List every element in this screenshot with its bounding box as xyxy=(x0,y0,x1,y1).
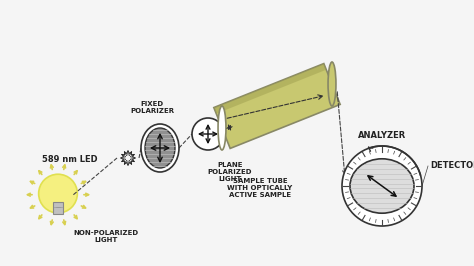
Text: DETECTOR: DETECTOR xyxy=(430,161,474,171)
Bar xyxy=(53,202,63,214)
Text: FIXED
POLARIZER: FIXED POLARIZER xyxy=(130,101,174,114)
Ellipse shape xyxy=(328,62,336,106)
Ellipse shape xyxy=(350,159,414,213)
Circle shape xyxy=(39,174,77,213)
Circle shape xyxy=(342,146,422,226)
Ellipse shape xyxy=(141,124,179,172)
Polygon shape xyxy=(214,64,326,114)
Text: ANALYZER: ANALYZER xyxy=(358,131,406,140)
Ellipse shape xyxy=(145,128,175,168)
Text: NON-POLARIZED
LIGHT: NON-POLARIZED LIGHT xyxy=(73,230,138,243)
Polygon shape xyxy=(214,64,340,148)
Text: SAMPLE TUBE
WITH OPTICALLY
ACTIVE SAMPLE: SAMPLE TUBE WITH OPTICALLY ACTIVE SAMPLE xyxy=(228,178,292,198)
Ellipse shape xyxy=(218,106,226,150)
Text: 589 nm LED: 589 nm LED xyxy=(42,155,98,164)
Text: PLANE
POLARIZED
LIGHT: PLANE POLARIZED LIGHT xyxy=(208,162,252,182)
Circle shape xyxy=(192,118,224,150)
